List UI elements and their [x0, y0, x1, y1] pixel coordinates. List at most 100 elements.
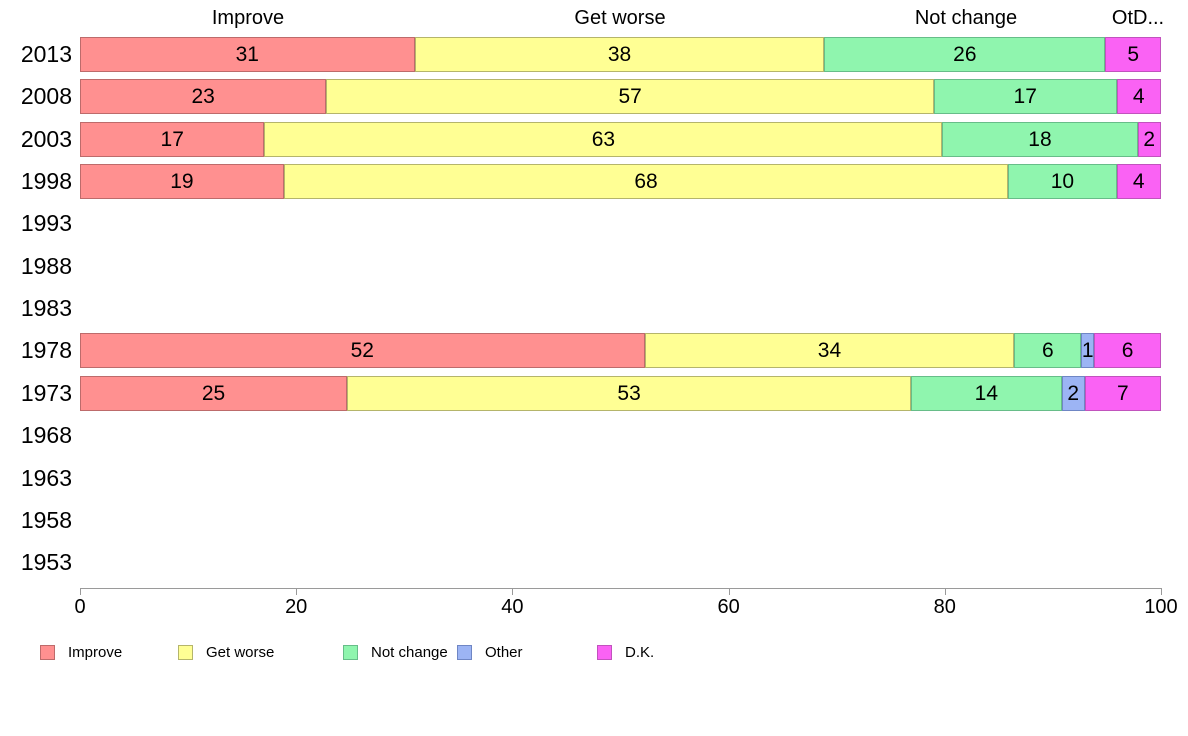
bar-segment-get-worse[interactable]: 38: [414, 37, 825, 72]
bar-segment-d-k-[interactable]: 4: [1116, 79, 1161, 115]
column-header-get-worse: Get worse: [574, 7, 666, 29]
legend-swatch-not-change: [343, 645, 358, 660]
year-label-1973: 1973: [20, 379, 72, 406]
bar-segment-not-change[interactable]: 17: [933, 79, 1117, 115]
legend-label: Get worse: [206, 644, 275, 661]
year-label-1988: 1988: [20, 252, 72, 279]
bar-segment-improve[interactable]: 23: [80, 79, 327, 115]
bar-segment-not-change[interactable]: 6: [1014, 333, 1082, 369]
legend-label: D.K.: [625, 644, 655, 661]
bar-segment-improve[interactable]: 52: [80, 333, 645, 369]
x-axis-tick-label: 80: [933, 596, 956, 618]
year-label-1968: 1968: [20, 422, 72, 449]
year-label-1963: 1963: [20, 464, 72, 491]
segment-value: 10: [1050, 170, 1075, 194]
segment-value: 19: [170, 170, 194, 194]
bar-row-2003: 17 63 18 2: [80, 121, 1161, 157]
segment-value: 1: [1081, 339, 1094, 363]
bar-segment-get-worse[interactable]: 57: [326, 79, 934, 115]
legend-label: Not change: [371, 644, 448, 661]
segment-value: 38: [607, 43, 632, 66]
x-axis-tick-label: 100: [1144, 596, 1178, 618]
segment-value: 26: [953, 43, 977, 66]
year-label-2003: 2003: [20, 125, 72, 152]
bar-segment-not-change[interactable]: 14: [911, 375, 1062, 411]
x-axis-line: [80, 588, 1162, 589]
segment-value: 34: [817, 339, 842, 363]
segment-value: 6: [1121, 339, 1134, 363]
bar-segment-improve[interactable]: 17: [80, 121, 265, 157]
bar-row-1998: 19 68 10 4: [80, 164, 1161, 200]
segment-value: 17: [160, 127, 184, 151]
segment-value: 17: [1013, 85, 1037, 109]
segment-value: 31: [235, 43, 259, 66]
segment-value: 2: [1143, 127, 1156, 151]
bar-segment-d-k-[interactable]: 7: [1084, 375, 1161, 411]
legend-swatch-get-worse: [178, 645, 193, 660]
segment-value: 57: [618, 85, 642, 109]
x-axis-tick-label: 0: [74, 596, 86, 618]
bar-segment-get-worse[interactable]: 63: [264, 121, 943, 157]
bar-segment-not-change[interactable]: 10: [1008, 164, 1117, 200]
legend-swatch-improve: [40, 645, 55, 660]
bar-segment-other[interactable]: 1: [1081, 333, 1095, 369]
legend-swatch-d-k-: [597, 645, 612, 660]
year-label-1993: 1993: [20, 210, 72, 237]
year-label-2008: 2008: [20, 83, 72, 110]
legend-label: Improve: [68, 644, 123, 661]
bar-segment-get-worse[interactable]: 53: [347, 375, 912, 411]
segment-value: 4: [1132, 170, 1145, 194]
year-label-1953: 1953: [20, 549, 72, 576]
bar-segment-get-worse[interactable]: 68: [283, 164, 1009, 200]
x-axis-tick-label: 60: [717, 596, 740, 618]
bar-segment-not-change[interactable]: 26: [824, 37, 1106, 72]
legend-item-other[interactable]: Other: [457, 644, 523, 661]
bar-segment-d-k-[interactable]: 4: [1116, 164, 1161, 200]
column-header-improve: Improve: [211, 7, 285, 29]
x-axis-tick: [728, 588, 730, 595]
x-axis-tick: [296, 588, 298, 595]
segment-value: 18: [1028, 127, 1052, 151]
x-axis-tick: [512, 588, 514, 595]
year-label-2013: 2013: [20, 41, 72, 67]
column-header-not-change: Not change: [914, 7, 1018, 29]
x-axis-tick-label: 40: [501, 596, 524, 618]
bar-segment-other[interactable]: 2: [1061, 375, 1085, 411]
x-axis-tick-label: 20: [285, 596, 308, 618]
year-label-1998: 1998: [20, 168, 72, 195]
year-label-1978: 1978: [20, 337, 72, 364]
segment-value: 7: [1117, 381, 1129, 405]
segment-value: 5: [1127, 43, 1140, 66]
legend-swatch-other: [457, 645, 472, 660]
year-label-1958: 1958: [20, 506, 72, 533]
legend-item-get-worse[interactable]: Get worse: [178, 644, 274, 661]
bar-segment-improve[interactable]: 25: [80, 375, 348, 411]
legend-item-improve[interactable]: Improve: [40, 644, 122, 661]
bar-segment-improve[interactable]: 31: [80, 37, 415, 72]
bar-segment-not-change[interactable]: 18: [942, 121, 1138, 157]
x-axis-tick: [80, 588, 81, 595]
segment-value: 68: [634, 170, 658, 194]
bar-segment-d-k-[interactable]: 5: [1105, 37, 1161, 72]
legend-item-d-k-[interactable]: D.K.: [597, 644, 654, 661]
bar-segment-get-worse[interactable]: 34: [644, 333, 1015, 369]
bar-row-2008: 23 57 17 4: [80, 79, 1161, 115]
segment-value: 14: [974, 381, 999, 405]
segment-value: 63: [591, 127, 616, 151]
segment-value: 6: [1041, 339, 1054, 363]
bar-segment-improve[interactable]: 19: [80, 164, 284, 200]
bar-segment-d-k-[interactable]: 2: [1137, 121, 1161, 157]
column-header-other-dk-truncated: OtD...: [1111, 7, 1165, 29]
year-label-1983: 1983: [20, 295, 72, 322]
segment-value: 52: [350, 339, 374, 363]
segment-value: 25: [201, 381, 226, 405]
bar-segment-d-k-[interactable]: 6: [1094, 333, 1161, 369]
bar-row-2013: 31 38 26 5: [80, 37, 1161, 72]
legend-item-not-change[interactable]: Not change: [343, 644, 448, 661]
x-axis-tick: [944, 588, 946, 595]
segment-value: 2: [1067, 381, 1079, 405]
legend-label: Other: [485, 644, 523, 661]
segment-value: 4: [1132, 85, 1145, 109]
x-axis-tick: [1161, 588, 1162, 595]
